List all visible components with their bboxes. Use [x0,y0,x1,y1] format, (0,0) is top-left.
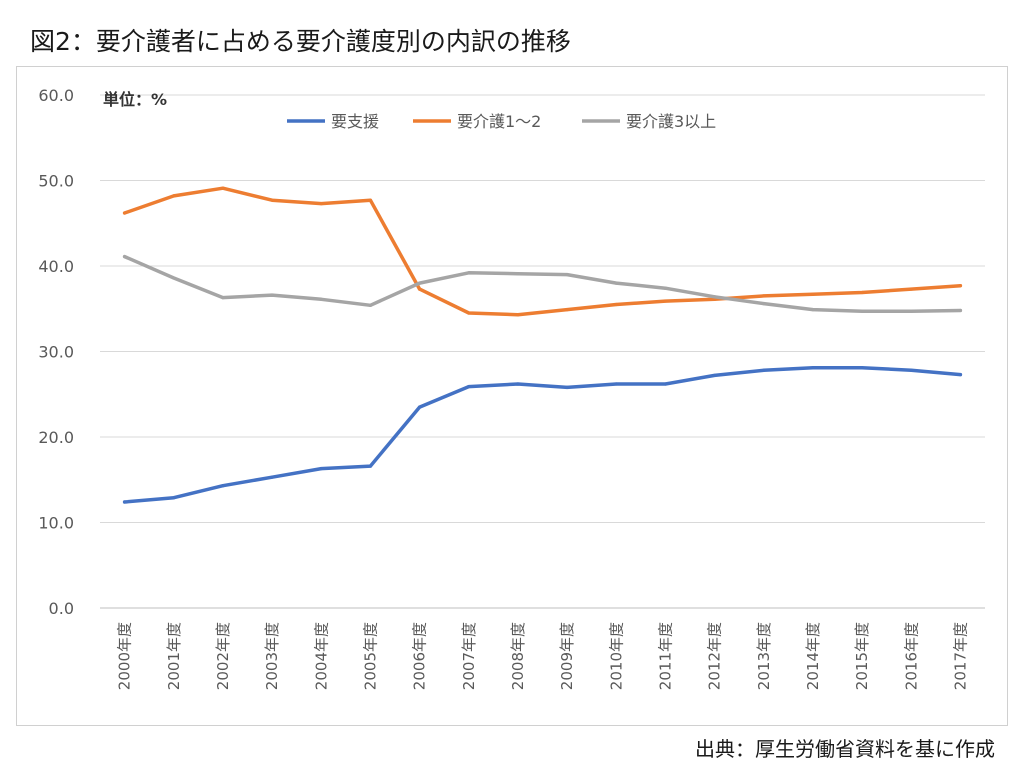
data-point [417,287,422,291]
data-point [614,302,618,307]
data-point [958,372,963,377]
y-axis-tick-labels: 0.0 10.0 20.0 30.0 40.0 50.0 60.0 [38,86,74,618]
data-point [811,292,815,296]
y-tick-label: 60.0 [38,86,74,105]
data-point [663,382,668,386]
data-point [516,382,520,386]
series-line-1 [122,365,963,504]
data-point [909,287,913,291]
data-point [663,286,668,290]
data-point [614,281,618,285]
data-point [565,308,569,312]
y-tick-label: 50.0 [38,172,74,191]
data-point [319,297,323,301]
data-point [762,368,766,372]
gridlines [100,94,985,609]
data-point [958,308,963,313]
x-tick-label: 2009年度 [558,622,576,690]
data-point [712,295,717,299]
data-point [565,385,569,390]
data-point [221,186,225,190]
data-point [663,299,668,303]
series-line-3 [122,254,963,314]
x-tick-label: 2004年度 [312,622,330,690]
y-tick-label: 0.0 [49,599,74,618]
legend-label: 要支援 [331,112,379,131]
data-point [122,211,127,215]
data-point [417,281,422,285]
data-point [467,384,471,389]
legend-label: 要介護3以上 [626,112,716,131]
data-point [172,276,176,280]
x-tick-label: 2002年度 [214,622,232,690]
x-tick-label: 2016年度 [902,622,920,690]
data-point [122,254,127,259]
source-note: 出典：厚生労働省資料を基に作成 [695,737,995,761]
data-point [122,500,127,504]
data-point [909,309,913,313]
data-point [762,294,766,298]
data-point [860,309,864,313]
y-tick-label: 20.0 [38,428,74,447]
y-tick-label: 40.0 [38,257,74,276]
data-point [516,313,520,317]
x-tick-label: 2015年度 [853,622,871,690]
data-point [368,303,373,307]
data-point [565,272,569,277]
x-tick-label: 2006年度 [411,622,429,690]
x-tick-label: 2007年度 [460,622,478,690]
data-point [909,368,913,372]
x-tick-label: 2001年度 [165,622,183,690]
y-tick-label: 30.0 [38,343,74,362]
data-point [270,475,274,479]
data-point [221,484,225,488]
x-tick-label: 2010年度 [607,622,625,690]
data-point [270,198,274,202]
x-tick-label: 2017年度 [951,622,969,690]
data-point [172,496,176,500]
data-point [762,302,766,306]
data-point [417,405,422,409]
data-point [467,271,471,275]
x-tick-label: 2008年度 [509,622,527,690]
unit-label: 単位：% [103,90,167,109]
data-point [614,382,618,386]
data-point [221,296,225,300]
data-point [958,284,963,288]
series-line-2 [122,186,963,317]
y-tick-label: 10.0 [38,514,74,533]
data-point [712,373,717,378]
data-point [368,464,373,468]
legend-label: 要介護1～2 [457,112,541,131]
x-tick-label: 2014年度 [804,622,822,690]
data-point [467,311,471,315]
data-point [368,198,373,202]
data-point [860,290,864,295]
x-tick-label: 2011年度 [656,622,674,690]
data-point [860,366,864,370]
chart-title: 図2：要介護者に占める要介護度別の内訳の推移 [30,27,571,56]
data-point [811,308,815,312]
x-tick-label: 2003年度 [263,622,281,690]
data-point [172,194,176,198]
data-point [319,467,323,471]
x-tick-label: 2005年度 [361,622,379,690]
chart-frame [16,66,1008,726]
data-point [270,293,274,297]
series-lines [122,186,963,504]
x-tick-label: 2012年度 [706,622,724,690]
data-point [811,366,815,370]
x-axis-tick-labels: 2000年度 2001年度 2002年度 2003年度 2004年度 2005年度 2006… [116,622,970,690]
legend: 要支援 要介護1～2 要介護3以上 [287,112,716,131]
x-tick-label: 2000年度 [116,622,134,690]
x-tick-label: 2013年度 [755,622,773,690]
data-point [516,272,520,276]
data-point [319,201,323,206]
